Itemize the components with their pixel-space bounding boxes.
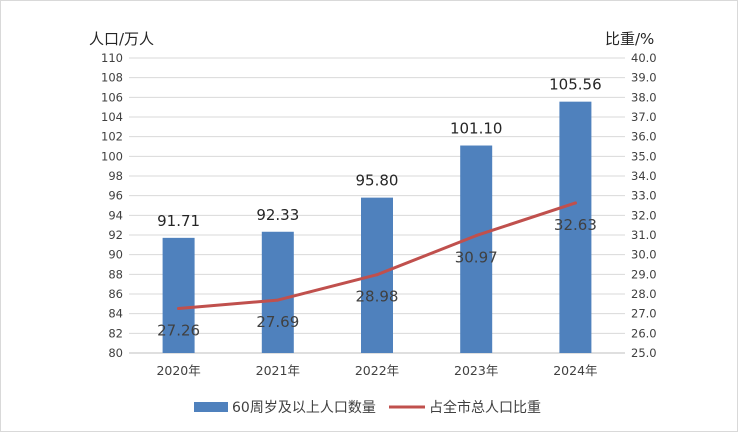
y-right-tick-label: 34.0 [631,169,657,183]
legend: 60周岁及以上人口数量 占全市总人口比重 [194,399,541,416]
bar-data-label: 91.71 [157,212,200,230]
y-right-tick-label: 30.0 [631,248,657,262]
bar-data-label: 92.33 [256,206,299,224]
bar [162,237,195,353]
y-left-tick-label: 94 [108,208,123,222]
legend-bar-label: 60周岁及以上人口数量 [232,400,376,416]
y-right-tick-label: 39.0 [631,71,657,85]
y-left-tick-label: 92 [108,228,123,242]
line-data-label: 28.98 [356,288,399,306]
y-right-tick-label: 29.0 [631,267,657,281]
line-point [177,307,181,311]
y-left-tick-label: 82 [108,326,123,340]
bar-series [162,101,592,353]
bar [261,231,294,353]
x-tick-label: 2022年 [355,363,399,378]
bar-data-label: 105.56 [549,76,602,94]
line-series [177,201,577,311]
y-left-tick-label: 106 [101,90,123,104]
y-right-tick-label: 37.0 [631,110,657,124]
y-right-tick-label: 31.0 [631,228,657,242]
y-right-tick-label: 32.0 [631,208,657,222]
y-left-tick-label: 90 [108,248,123,262]
line-data-label: 27.26 [157,322,200,340]
y-right-tick-label: 35.0 [631,149,657,163]
x-tick-label: 2024年 [553,363,597,378]
y-right-tick-label: 36.0 [631,130,657,144]
bar [460,145,493,353]
y-left-tick-label: 80 [108,346,123,360]
x-tick-label: 2023年 [454,363,498,378]
y-left-tick-label: 98 [108,169,123,183]
y-right-tick-label: 38.0 [631,90,657,104]
line-data-label: 32.63 [554,216,597,234]
legend-bar-swatch [194,402,228,412]
legend-line-label: 占全市总人口比重 [429,399,541,416]
y-right-tick-label: 25.0 [631,346,657,360]
line-data-label: 30.97 [455,249,498,267]
y-right-tick-label: 27.0 [631,307,657,321]
x-tick-label: 2020年 [156,363,200,378]
axes: 80 82 84 86 88 90 92 94 96 98 100 102 104 106 108 110 25… [89,30,657,378]
y-right-tick-label: 26.0 [631,326,657,340]
y-left-tick-label: 100 [101,149,123,163]
y-left-tick-label: 84 [108,307,123,321]
bar-data-label: 95.80 [356,172,399,190]
y-right-tick-label: 33.0 [631,189,657,203]
y-left-tick-label: 108 [101,71,123,85]
line-point [276,298,280,302]
x-tick-label: 2021年 [256,363,300,378]
line-point [573,201,577,205]
bar-data-label: 101.10 [450,120,503,138]
data-labels: 91.71 92.33 95.80 101.10 105.56 27.26 27.69 28.… [157,76,602,340]
line-point [375,273,379,277]
y-right-tick-label: 28.0 [631,287,657,301]
y-left-axis-title: 人口/万人 [89,30,154,48]
y-right-axis-title: 比重/% [605,30,654,48]
line-point [474,234,478,238]
bar [559,101,592,353]
y-left-tick-label: 104 [101,110,123,124]
y-left-tick-label: 110 [101,51,123,65]
y-right-tick-label: 40.0 [631,51,657,65]
line-data-label: 27.69 [256,313,299,331]
y-left-tick-label: 88 [108,267,123,281]
y-left-tick-label: 96 [108,189,123,203]
y-left-tick-label: 86 [108,287,123,301]
y-left-tick-label: 102 [101,130,123,144]
